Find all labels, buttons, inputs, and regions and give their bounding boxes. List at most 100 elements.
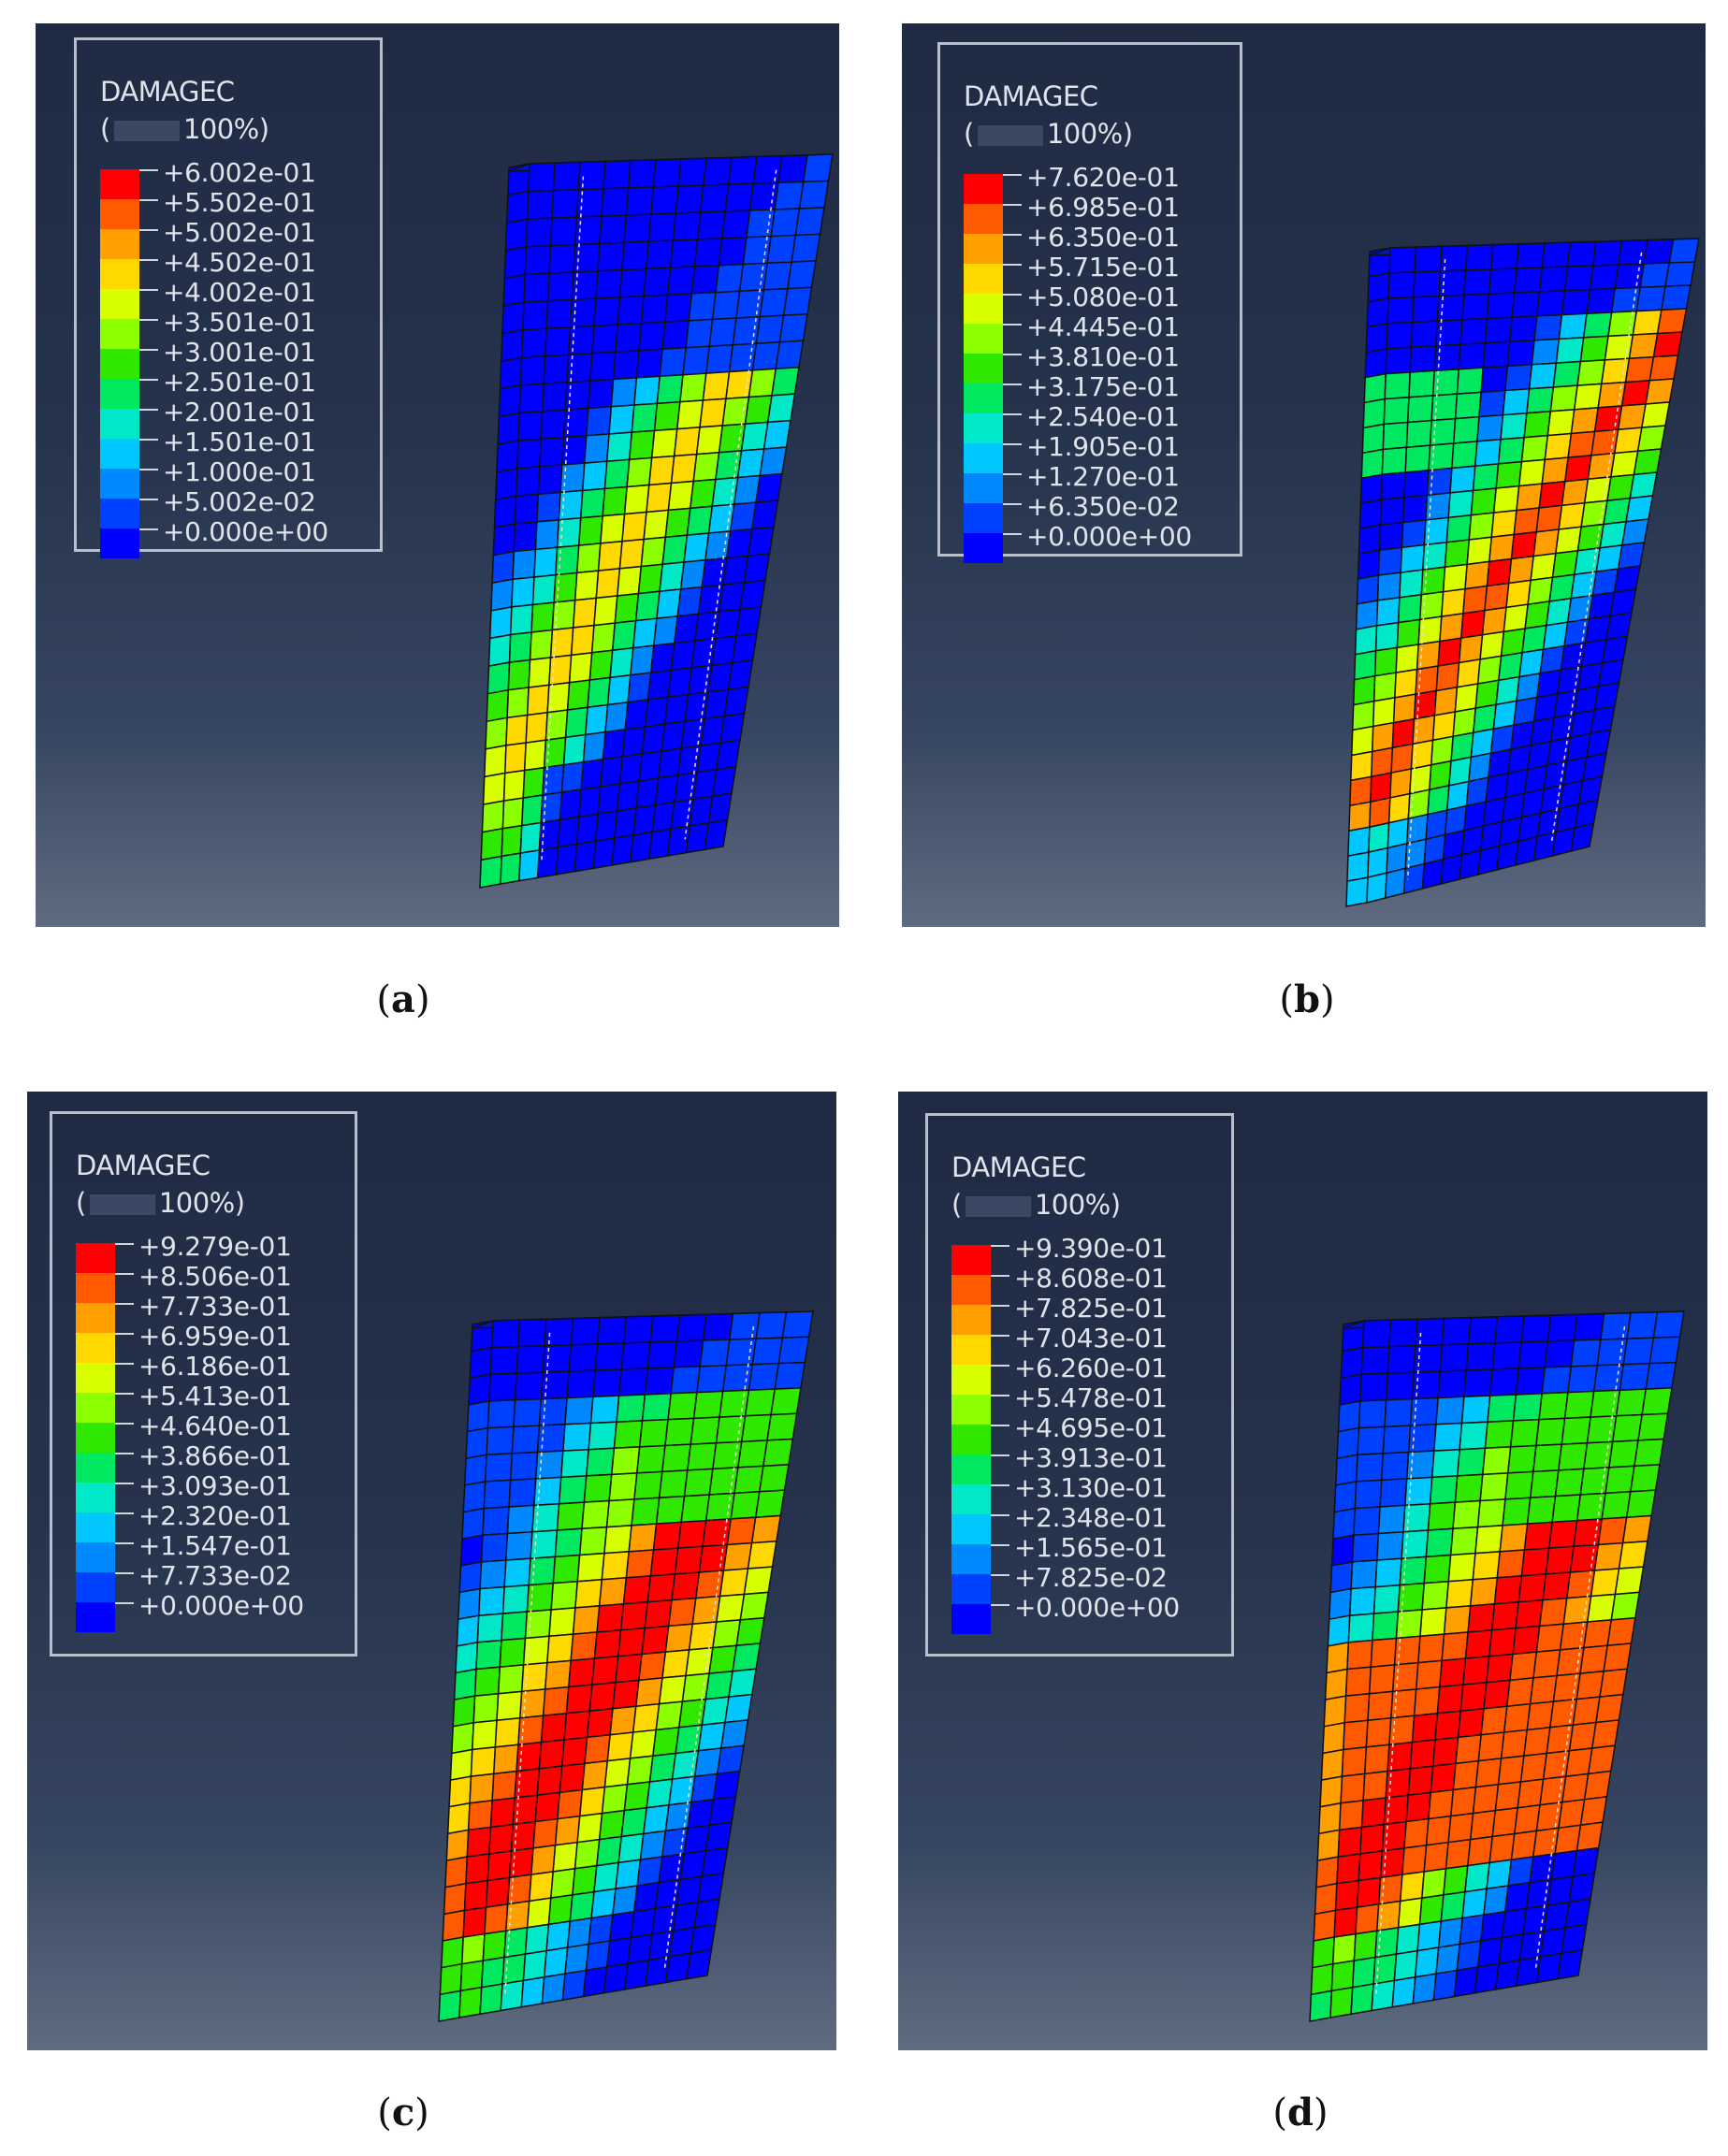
mesh-element xyxy=(688,291,717,322)
legend-tick xyxy=(139,439,158,441)
mesh-element xyxy=(1606,1616,1636,1647)
mesh-element xyxy=(667,480,695,512)
mesh-element xyxy=(1440,1890,1466,1922)
mesh-element xyxy=(781,1310,814,1339)
mesh-element xyxy=(666,266,696,296)
legend-value: +2.501e-01 xyxy=(163,367,316,398)
mesh-element xyxy=(1359,1823,1386,1855)
mesh-element xyxy=(1563,1390,1595,1420)
mesh-element xyxy=(1579,1795,1608,1827)
mesh-element xyxy=(1433,1422,1463,1452)
mesh-element xyxy=(536,491,561,523)
mesh-side-element xyxy=(1334,1454,1358,1486)
legend-value: +1.501e-01 xyxy=(163,427,316,457)
mesh-side-element xyxy=(1324,1668,1348,1701)
mesh-element xyxy=(564,1943,590,1975)
legend-tick xyxy=(991,1395,1009,1396)
mesh-element xyxy=(623,213,652,244)
mesh-element xyxy=(1507,555,1535,585)
mesh-element xyxy=(1618,1540,1648,1570)
mesh-element xyxy=(1393,1635,1421,1666)
mesh-element xyxy=(631,402,659,433)
mesh-element xyxy=(743,553,771,584)
color-swatch xyxy=(964,354,1003,383)
legend-value: +6.959e-01 xyxy=(138,1321,292,1352)
mesh-element xyxy=(486,1399,516,1429)
mesh-element xyxy=(1372,697,1396,728)
mesh-element xyxy=(1336,1853,1361,1885)
mesh-side-element xyxy=(482,772,506,806)
legend-value: +5.502e-01 xyxy=(163,187,316,218)
mesh-element xyxy=(1476,655,1503,685)
mesh-element xyxy=(1632,309,1663,336)
mesh-side-element xyxy=(1326,1641,1350,1674)
mesh-element xyxy=(1541,456,1569,485)
legend-value: +9.390e-01 xyxy=(1014,1233,1168,1264)
mesh-element xyxy=(1459,1421,1488,1451)
mesh-element xyxy=(594,1342,625,1371)
mesh-element xyxy=(649,1547,679,1577)
mesh-side-element xyxy=(1313,1909,1337,1942)
mesh-element xyxy=(603,1758,632,1788)
mesh-element xyxy=(1597,1516,1628,1546)
mesh-side-element xyxy=(1355,600,1379,630)
mesh-element xyxy=(511,1425,541,1454)
mesh-element xyxy=(1372,1584,1401,1614)
mesh-side-element xyxy=(1319,1775,1343,1808)
contour-plot-d: DAMAGEC (100%) +9.390e-01 +8.608e-01 +7.82… xyxy=(898,1092,1707,2050)
mesh-element xyxy=(1510,530,1538,560)
mesh-element xyxy=(581,460,608,492)
mesh-element xyxy=(1561,1416,1591,1445)
mesh-element xyxy=(621,240,650,271)
mesh-element xyxy=(1365,1716,1392,1748)
mesh-element xyxy=(1508,315,1538,343)
mesh-element xyxy=(506,1874,532,1905)
mesh-element xyxy=(1374,621,1400,652)
mesh-side-element xyxy=(440,1936,464,1969)
mesh-element xyxy=(542,1344,573,1373)
mesh-element xyxy=(459,1960,485,1992)
mesh-element xyxy=(1487,1394,1517,1423)
mesh-element xyxy=(802,153,834,183)
mesh-element xyxy=(1445,514,1473,543)
mesh-element xyxy=(727,658,754,690)
mesh-element xyxy=(544,1659,572,1690)
mesh-element xyxy=(1573,1312,1605,1341)
mesh-element xyxy=(480,1532,509,1563)
mesh-element xyxy=(1331,1932,1357,1965)
mesh-element xyxy=(1496,1549,1526,1579)
mesh-element xyxy=(593,1861,619,1893)
color-swatch xyxy=(76,1393,115,1423)
mesh-element xyxy=(1544,432,1573,461)
mesh-element xyxy=(683,1468,714,1498)
mesh-element xyxy=(1532,1649,1561,1679)
mesh-element xyxy=(649,1314,681,1343)
mesh-element xyxy=(1609,588,1637,617)
mesh-element xyxy=(589,1395,620,1425)
mesh-element xyxy=(1554,1468,1585,1498)
mesh-element xyxy=(762,1438,794,1468)
mesh-element xyxy=(1474,1758,1503,1788)
color-swatch xyxy=(964,294,1003,324)
mesh-element xyxy=(590,622,617,654)
mesh-element xyxy=(572,1605,601,1635)
mesh-element xyxy=(1576,359,1606,386)
mesh-element xyxy=(1387,271,1416,299)
color-swatch xyxy=(100,379,139,409)
mesh-element xyxy=(1418,1894,1445,1926)
mesh-element xyxy=(650,427,678,459)
mesh-element xyxy=(777,154,808,184)
mesh-element xyxy=(593,1628,622,1659)
mesh-element xyxy=(727,155,758,185)
mesh-side-element xyxy=(445,1829,470,1861)
mesh-element xyxy=(1350,1559,1378,1590)
mesh-element xyxy=(1519,1752,1548,1783)
mesh-element xyxy=(517,1318,547,1348)
mesh-element xyxy=(1413,1344,1444,1373)
mesh-side-element xyxy=(1350,750,1373,782)
mesh-element xyxy=(1562,1595,1592,1626)
mesh-side-element xyxy=(1356,574,1380,605)
mesh-element xyxy=(1599,1668,1629,1698)
legend-value: +3.913e-01 xyxy=(1014,1442,1168,1473)
mesh-element xyxy=(1491,1341,1522,1370)
